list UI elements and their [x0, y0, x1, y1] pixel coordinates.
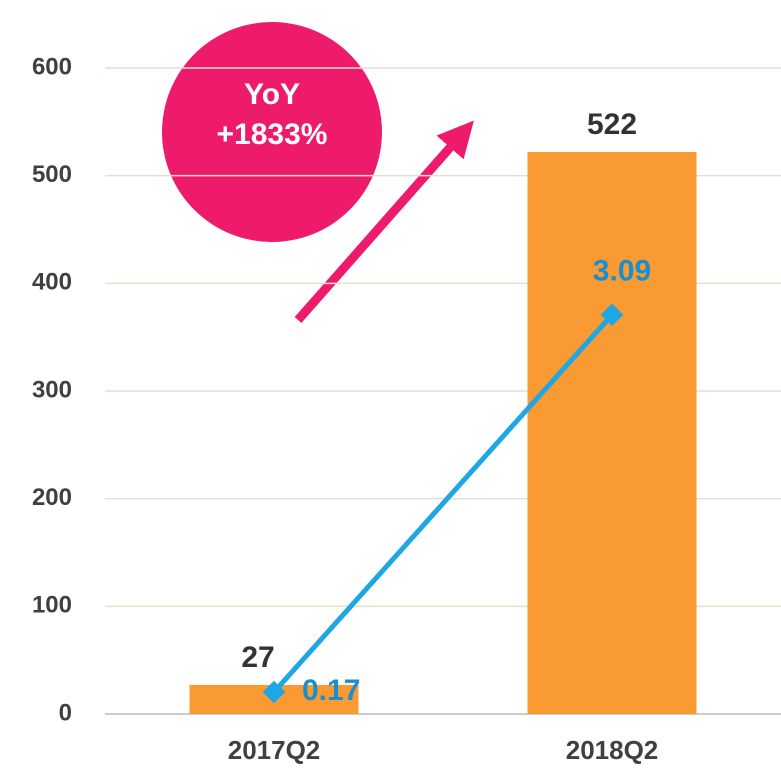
annotation: YoY: [244, 78, 300, 111]
y-tick-label: 600: [32, 53, 72, 80]
y-tick-label: 0: [59, 699, 72, 726]
arrow: [294, 120, 474, 323]
y-tick-label: 200: [32, 484, 72, 511]
line-value-label: 3.09: [593, 255, 651, 288]
y-tick-label: 500: [32, 161, 72, 188]
x-tick-label: 2017Q2: [228, 735, 321, 765]
bar-value-label: 522: [587, 108, 637, 141]
line: [272, 313, 614, 694]
annotation: +1833%: [217, 118, 328, 151]
line-value-label: 0.17: [302, 674, 360, 707]
y-tick-label: 400: [32, 269, 72, 296]
bar-value-label: 27: [241, 641, 274, 674]
y-tick-label: 300: [32, 376, 72, 403]
bar: [527, 151, 697, 715]
x-tick-label: 2018Q2: [566, 735, 659, 765]
annotation-circle: [162, 22, 382, 242]
y-tick-label: 100: [32, 592, 72, 619]
line-marker: [600, 303, 624, 327]
line-marker: [262, 680, 286, 704]
